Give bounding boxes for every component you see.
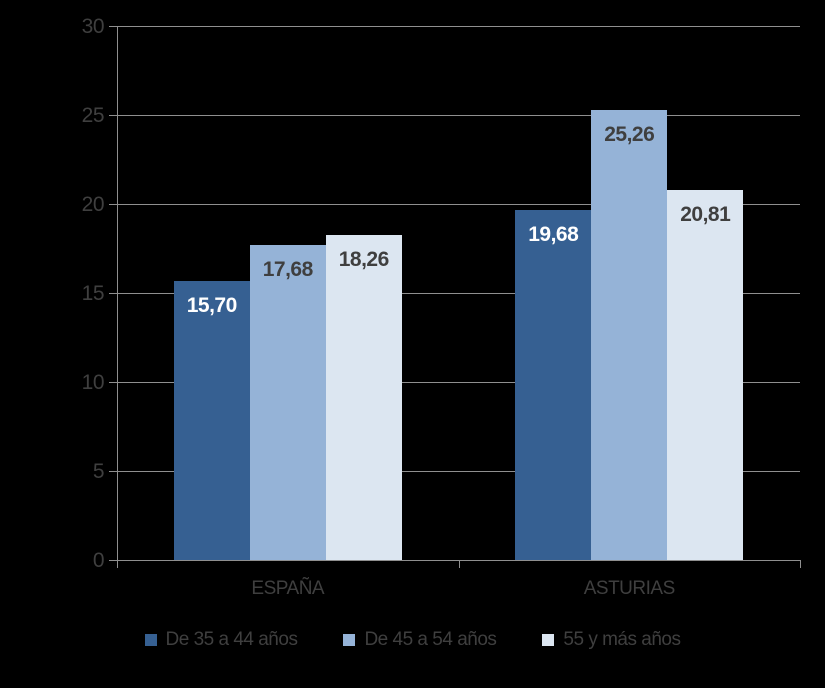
bar-asturias-de-45-a-54-anos: 25,26 xyxy=(591,110,668,560)
y-tick-label-25: 25 xyxy=(81,104,105,127)
bar-value-label: 19,68 xyxy=(528,222,579,246)
gridline-5 xyxy=(117,471,800,472)
y-axis-tick-0 xyxy=(109,560,117,561)
y-axis-tick-25 xyxy=(109,115,117,116)
bar-value-label: 18,26 xyxy=(338,247,390,271)
legend-label: De 35 a 44 años xyxy=(165,629,298,650)
bar-asturias-55-y-mas-anos: 20,81 xyxy=(667,189,744,560)
x-axis-tick-2 xyxy=(800,560,801,568)
bar-value-label: 15,70 xyxy=(186,293,238,317)
y-axis-tick-10 xyxy=(109,382,117,383)
legend-item-de-45-a-54-anos: De 45 a 54 años xyxy=(343,629,497,651)
legend-label: 55 y más años xyxy=(563,629,681,650)
bar-value-label: 20,81 xyxy=(680,202,731,226)
legend-swatch-icon xyxy=(144,634,157,646)
y-axis-tick-5 xyxy=(109,471,117,472)
y-tick-label-15: 15 xyxy=(81,282,105,305)
bar-espana-55-y-mas-anos: 18,26 xyxy=(325,234,402,560)
legend: De 35 a 44 años De 45 a 54 años 55 y más a… xyxy=(0,629,825,651)
category-label-espana: ESPAÑA xyxy=(251,578,325,599)
legend-item-de-35-a-44-anos: De 35 a 44 años xyxy=(144,629,298,651)
category-label-asturias: ASTURIAS xyxy=(583,578,676,599)
y-tick-label-10: 10 xyxy=(81,371,105,394)
x-axis-tick-0 xyxy=(117,560,118,568)
y-tick-label-5: 5 xyxy=(92,460,105,483)
y-axis-tick-15 xyxy=(109,293,117,294)
bar-value-label: 25,26 xyxy=(604,123,655,147)
y-tick-label-20: 20 xyxy=(81,193,105,216)
bar-espana-de-45-a-54-anos: 17,68 xyxy=(249,245,326,560)
gridline-15 xyxy=(117,293,800,294)
gridline-25 xyxy=(117,115,800,116)
y-tick-label-0: 0 xyxy=(92,549,105,572)
y-axis-tick-30 xyxy=(109,26,117,27)
x-axis-tick-1 xyxy=(458,560,460,568)
y-axis-line xyxy=(117,26,118,560)
legend-swatch-icon xyxy=(542,634,555,646)
legend-item-55-y-mas-anos: 55 y más años xyxy=(542,629,681,651)
y-tick-label-30: 30 xyxy=(81,15,105,38)
gridline-10 xyxy=(117,382,800,383)
gridline-30 xyxy=(117,26,800,27)
gridline-20 xyxy=(117,204,800,205)
legend-label: De 45 a 54 años xyxy=(364,629,497,650)
bar-value-label: 17,68 xyxy=(262,258,314,282)
bar-espana-de-35-a-44-anos: 15,70 xyxy=(173,280,250,560)
y-axis-tick-20 xyxy=(109,204,117,205)
bar-asturias-de-35-a-44-anos: 19,68 xyxy=(515,209,592,560)
legend-swatch-icon xyxy=(343,634,356,646)
